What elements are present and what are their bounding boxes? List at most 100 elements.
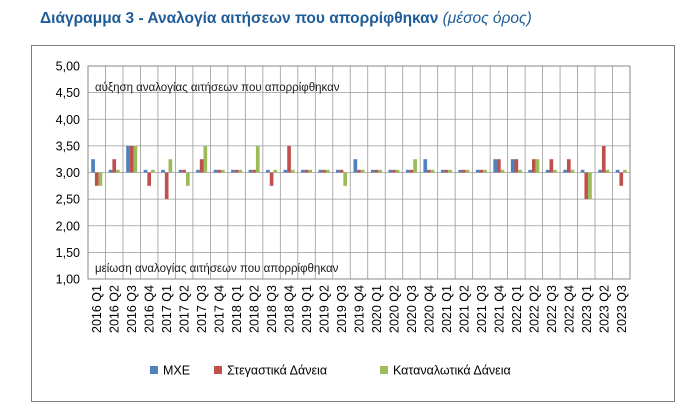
x-tick-label: 2020 Q2 [387, 285, 401, 333]
x-tick-label: 2016 Q3 [125, 285, 139, 333]
bar [231, 169, 235, 173]
bar [623, 169, 627, 173]
x-tick-label: 2022 Q4 [562, 285, 576, 333]
x-tick-label: 2019 Q4 [353, 285, 367, 333]
x-tick-label: 2017 Q1 [160, 285, 174, 333]
bar [409, 169, 414, 173]
legend-label: ΜΧΕ [163, 364, 190, 378]
bar [322, 169, 326, 173]
annotation-decrease: μείωση αναλογίας αιτήσεων που απορρίφθηκ… [95, 263, 339, 275]
y-tick-label: 1,00 [56, 273, 80, 287]
x-tick-label: 2018 Q1 [230, 285, 244, 333]
bar [147, 172, 152, 186]
bar [318, 169, 323, 173]
bar [584, 172, 589, 200]
bar [479, 169, 484, 173]
x-tick-label: 2017 Q4 [213, 285, 227, 333]
bar [185, 172, 190, 186]
bar [308, 169, 313, 173]
x-tick-label: 2023 Q1 [580, 285, 594, 333]
bar [129, 145, 134, 173]
y-tick-label: 3,50 [56, 139, 80, 153]
chart-title-subtitle: (μέσος όρος) [442, 10, 532, 27]
bar [395, 169, 400, 173]
bar [238, 169, 243, 173]
legend-label: Στεγαστικά Δάνεια [227, 364, 327, 378]
x-tick-label: 2018 Q3 [265, 285, 279, 333]
bar [497, 159, 501, 173]
bar [339, 169, 344, 173]
bar [532, 159, 536, 173]
bar [580, 169, 585, 173]
bar [588, 172, 592, 200]
y-tick-label: 2,50 [56, 193, 80, 207]
bar [378, 169, 382, 173]
x-tick-label: 2023 Q2 [597, 285, 611, 333]
bar [549, 159, 554, 173]
x-tick-label: 2022 Q1 [510, 285, 524, 333]
x-tick-label: 2019 Q1 [300, 285, 314, 333]
bar [374, 169, 379, 173]
bar [510, 159, 515, 173]
x-tick-label: 2021 Q2 [457, 285, 471, 333]
bar [444, 169, 449, 173]
bar [116, 169, 120, 173]
x-tick-label: 2023 Q3 [615, 285, 629, 333]
bar [563, 169, 567, 173]
bar [269, 172, 274, 186]
bar [370, 169, 375, 173]
chart-frame [31, 45, 675, 402]
bar [220, 169, 225, 173]
x-tick-label: 2017 Q3 [195, 285, 209, 333]
legend-label: Καταναλωτικά Δάνεια [393, 364, 511, 378]
bar [151, 169, 155, 173]
bar [336, 169, 340, 173]
x-tick-label: 2021 Q3 [475, 285, 489, 333]
bar [440, 169, 445, 173]
bar [234, 169, 239, 173]
bar [458, 169, 463, 173]
y-tick-label: 4,00 [56, 113, 80, 127]
bar [619, 172, 624, 186]
bar [203, 145, 208, 173]
bar [518, 169, 522, 173]
bar [500, 169, 505, 173]
bar [535, 159, 540, 173]
bar [475, 169, 480, 173]
bar [283, 169, 288, 173]
x-tick-label: 2016 Q1 [90, 285, 104, 333]
bar [353, 159, 358, 173]
bar [566, 159, 571, 173]
annotation-increase: αύξηση αναλογίας αιτήσεων που απορρίφθηκ… [95, 82, 340, 94]
bar [213, 169, 218, 173]
bar [615, 169, 620, 173]
bar [273, 169, 278, 173]
x-tick-label: 2020 Q4 [422, 285, 436, 333]
bar [168, 159, 173, 173]
bar [133, 145, 138, 173]
bar [570, 169, 575, 173]
bar [388, 169, 393, 173]
legend-swatch [380, 366, 388, 374]
bar [217, 169, 221, 173]
bar [545, 169, 550, 173]
y-tick-label: 1,50 [56, 246, 80, 260]
x-tick-label: 2018 Q2 [248, 285, 262, 333]
bar [598, 169, 602, 173]
bar [255, 145, 260, 173]
bar [405, 169, 410, 173]
legend-swatch [150, 366, 158, 374]
bar [98, 172, 103, 186]
x-tick-label: 2022 Q3 [545, 285, 559, 333]
bar [413, 159, 417, 173]
x-tick-label: 2021 Q4 [492, 285, 506, 333]
bar [301, 169, 305, 173]
legend-swatch [214, 366, 222, 374]
bar [528, 169, 533, 173]
bar [91, 159, 95, 173]
chart-title-main: Διάγραμμα 3 - Αναλογία αιτήσεων που απορ… [40, 10, 439, 27]
x-tick-label: 2019 Q3 [335, 285, 349, 333]
bar [465, 169, 470, 173]
bar [196, 169, 200, 173]
